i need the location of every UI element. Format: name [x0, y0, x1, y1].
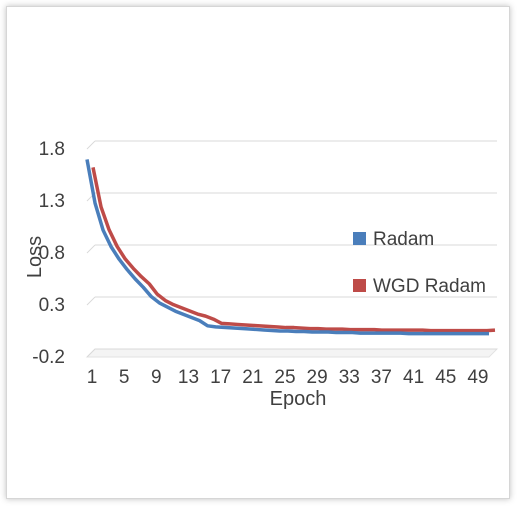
- x-tick-label: 25: [274, 367, 295, 388]
- loss-chart: 1.8 1.3 0.8 0.3 -0.2 1 5 9 13 17 21 25 29 33 37 41 45 49 E…: [24, 139, 499, 410]
- chart-frame: 1.8 1.3 0.8 0.3 -0.2 1 5 9 13 17 21 25 29 33 37 41 45 49 E…: [6, 6, 510, 499]
- gridline-depth: [86, 140, 96, 150]
- y-tick-label: 0.8: [39, 243, 65, 264]
- x-axis-title: Epoch: [270, 388, 327, 410]
- series-line-wgd-radam: [91, 167, 496, 333]
- gridline-depth: [86, 244, 96, 254]
- y-axis-title: Loss: [24, 236, 46, 278]
- x-tick-label: 13: [178, 367, 199, 388]
- y-tick-label: 0.3: [39, 295, 65, 316]
- gridline-depth: [86, 348, 96, 358]
- legend-label: Radam: [373, 229, 434, 250]
- x-tick-label: 17: [210, 367, 231, 388]
- legend-swatch-radam: [353, 232, 366, 245]
- legend-label: WGD Radam: [373, 276, 486, 297]
- x-tick-label: 29: [307, 367, 328, 388]
- x-tick-label: 5: [119, 367, 130, 388]
- x-tick-label: 49: [467, 367, 488, 388]
- x-tick-label: 1: [87, 367, 98, 388]
- series-line-radam: [85, 159, 489, 336]
- y-tick-label: 1.3: [39, 191, 65, 212]
- x-tick-label: 37: [371, 367, 392, 388]
- x-tick-label: 41: [403, 367, 424, 388]
- x-tick-label: 21: [242, 367, 263, 388]
- x-tick-label: 9: [151, 367, 162, 388]
- chart-floor: [85, 348, 499, 358]
- gridline-depth: [86, 296, 96, 306]
- y-tick-label: 1.8: [39, 139, 65, 160]
- x-tick-label: 33: [339, 367, 360, 388]
- legend-swatch-wgd-radam: [353, 279, 366, 292]
- y-tick-label: -0.2: [32, 347, 65, 368]
- x-tick-label: 45: [435, 367, 456, 388]
